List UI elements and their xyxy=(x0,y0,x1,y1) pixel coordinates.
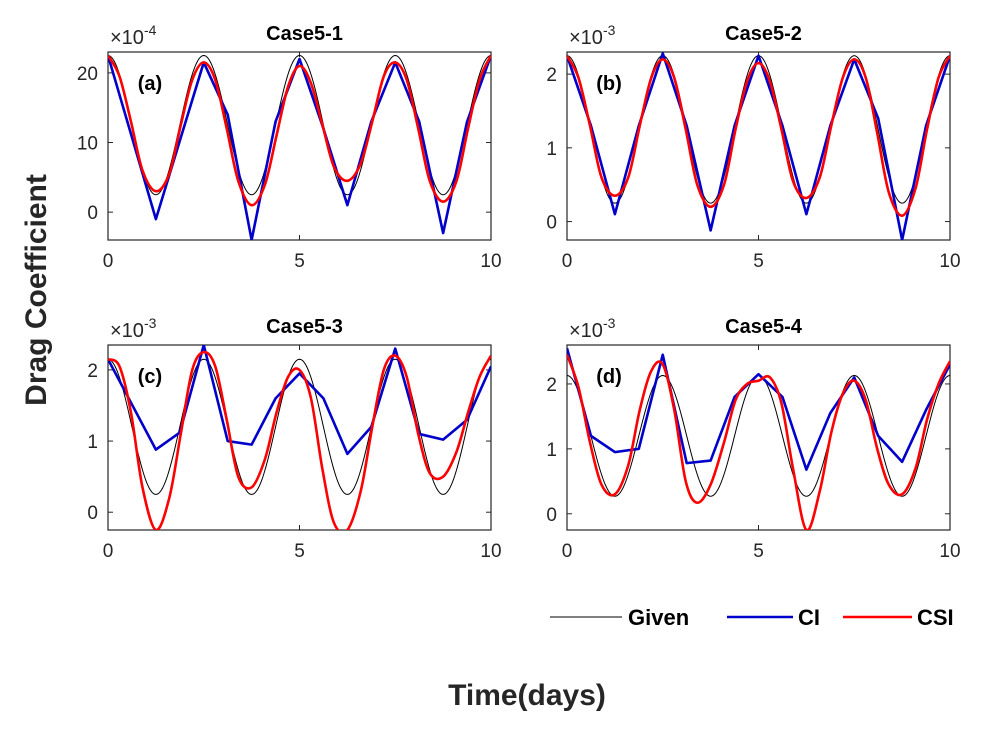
exponent-base: ×10 xyxy=(110,320,144,342)
subplot-title: Case5-3 xyxy=(266,316,343,338)
series-line-csi xyxy=(108,54,491,207)
x-tick-label: 0 xyxy=(562,541,573,562)
subplot-1: 0 5 10 0 10 20 ×10-4 Case5-1 (a) xyxy=(77,22,502,272)
exponent-base: ×10 xyxy=(569,320,603,342)
x-tick-label: 0 xyxy=(103,251,114,272)
plot-lines xyxy=(108,54,491,240)
panel-tag: (b) xyxy=(596,73,622,95)
y-tick-label: 0 xyxy=(87,503,98,524)
y-tick-label: 0 xyxy=(546,213,557,234)
x-tick-label: 10 xyxy=(939,251,960,272)
panel-tag: (c) xyxy=(138,366,162,388)
legend-label-given: Given xyxy=(628,605,689,630)
panel-tag: (d) xyxy=(596,366,622,388)
exponent-power: -3 xyxy=(603,22,616,38)
y-axis-label: Drag Coefficient xyxy=(20,174,53,406)
x-tick-label: 0 xyxy=(562,251,573,272)
legend-label-csi: CSI xyxy=(917,605,954,630)
y-exponent-label: ×10-3 xyxy=(569,22,616,49)
y-tick-label: 20 xyxy=(77,64,98,85)
subplot-title: Case5-4 xyxy=(725,316,803,338)
x-axis-label: Time(days) xyxy=(448,679,606,712)
plot-lines xyxy=(108,345,491,530)
y-tick-label: 10 xyxy=(77,134,98,155)
series-line-ci xyxy=(567,52,950,240)
x-tick-label: 5 xyxy=(294,541,305,562)
x-tick-label: 5 xyxy=(753,541,764,562)
x-tick-label: 10 xyxy=(939,541,960,562)
subplot-4: 0 5 10 0 1 2 ×10-3 Case5-4 (d) xyxy=(546,315,960,562)
y-tick-label: 0 xyxy=(546,505,557,526)
exponent-base: ×10 xyxy=(569,27,603,49)
y-tick-label: 2 xyxy=(546,375,557,396)
plot-lines xyxy=(567,347,950,530)
series-line-ci xyxy=(108,345,491,456)
x-tick-label: 5 xyxy=(294,251,305,272)
y-tick-label: 1 xyxy=(546,139,557,160)
series-line-csi xyxy=(567,354,950,530)
legend: Given CI CSI xyxy=(550,605,954,630)
x-tick-label: 5 xyxy=(753,251,764,272)
series-line-csi xyxy=(567,55,950,217)
exponent-power: -4 xyxy=(144,22,157,38)
subplot-title: Case5-2 xyxy=(725,23,802,45)
series-line-given xyxy=(108,358,491,495)
y-exponent-label: ×10-4 xyxy=(110,22,157,49)
y-tick-label: 0 xyxy=(87,203,98,224)
panel-tag: (a) xyxy=(138,73,162,95)
exponent-power: -3 xyxy=(144,315,157,331)
subplot-title: Case5-1 xyxy=(266,23,343,45)
subplot-2: 0 5 10 0 1 2 ×10-3 Case5-2 (b) xyxy=(546,22,960,272)
y-exponent-label: ×10-3 xyxy=(569,315,616,342)
exponent-power: -3 xyxy=(603,315,616,331)
y-exponent-label: ×10-3 xyxy=(110,315,157,342)
series-line-csi xyxy=(108,350,491,530)
y-tick-label: 2 xyxy=(546,65,557,86)
y-tick-label: 1 xyxy=(546,440,557,461)
legend-label-ci: CI xyxy=(798,605,820,630)
y-tick-label: 2 xyxy=(87,361,98,382)
x-tick-label: 10 xyxy=(480,541,501,562)
x-tick-label: 0 xyxy=(103,541,114,562)
subplot-3: 0 5 10 0 1 2 ×10-3 Case5-3 (c) xyxy=(87,315,501,562)
x-tick-label: 10 xyxy=(480,251,501,272)
y-tick-label: 1 xyxy=(87,432,98,453)
exponent-base: ×10 xyxy=(110,27,144,49)
plot-lines xyxy=(567,52,950,240)
